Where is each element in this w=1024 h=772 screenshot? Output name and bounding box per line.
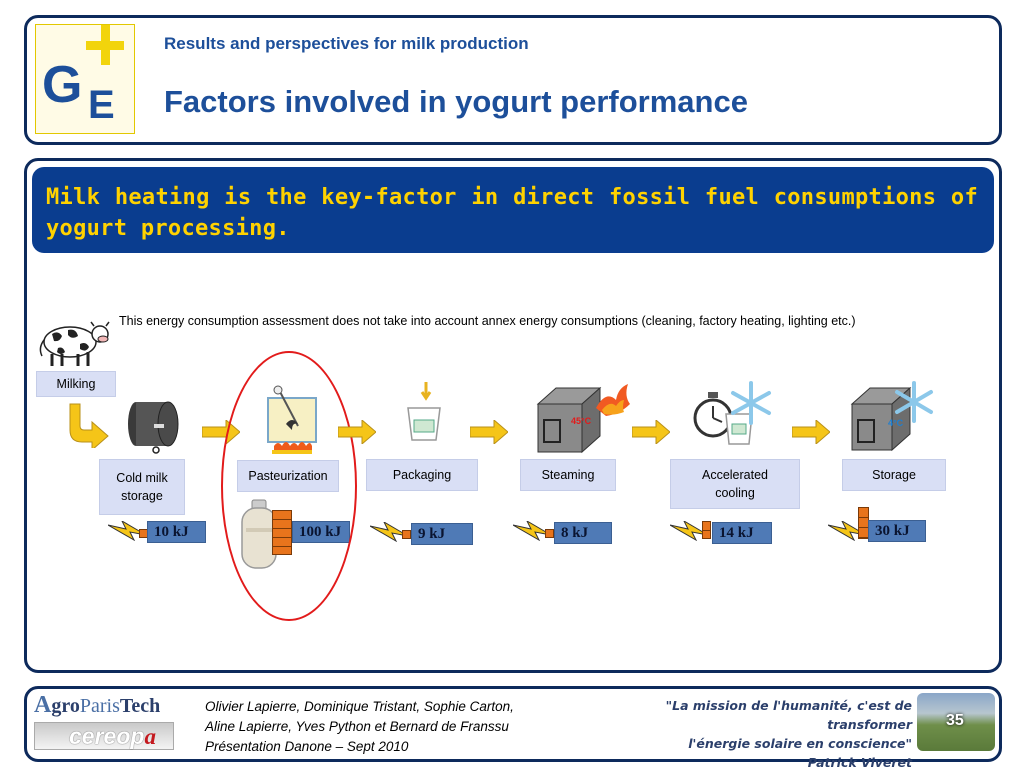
page-subtitle: Results and perspectives for milk produc… [164, 34, 529, 53]
energy-value-cold-storage: 10 kJ [147, 521, 206, 543]
milk-tank-icon [128, 401, 179, 454]
aerial-photo [917, 693, 995, 751]
steam-chamber-icon [536, 384, 630, 454]
flow-arrow-icon [69, 403, 109, 448]
page-number: 35 [946, 712, 964, 729]
agroparistech-logo: AgroParisTech [34, 692, 161, 718]
flow-arrow-icon [470, 420, 508, 444]
flow-arrow-icon [792, 420, 830, 444]
step-label-milking: Milking [36, 371, 116, 397]
step-label-accelerated-cooling: Accelerated cooling [670, 459, 800, 509]
step-label-packaging: Packaging [366, 459, 478, 491]
key-message-banner: Milk heating is the key-factor in direct… [32, 167, 994, 253]
yogurt-cup-icon [725, 413, 753, 445]
storage-temperature: 4°C [888, 418, 904, 428]
assessment-note: This energy consumption assessment does … [119, 314, 856, 328]
snowflake-icon [731, 381, 771, 425]
steaming-temperature: 45°C [571, 416, 592, 426]
cow-icon [39, 321, 110, 366]
key-message: Milk heating is the key-factor in direct… [46, 185, 978, 241]
energy-value-packaging: 9 kJ [411, 523, 473, 545]
energy-value-steaming: 8 kJ [554, 522, 612, 544]
step-label-cold-milk-storage: Cold milk storage [99, 459, 185, 515]
cold-chamber-icon [850, 386, 912, 452]
step-label-storage: Storage [842, 459, 946, 491]
flow-arrow-icon [632, 420, 670, 444]
footer-panel [24, 686, 1002, 762]
page-title: Factors involved in yogurt performance [164, 84, 748, 119]
flow-arrow-icon [338, 420, 376, 444]
step-label-steaming: Steaming [520, 459, 616, 491]
pasteurization-highlight [221, 351, 357, 621]
header-panel [24, 15, 1002, 145]
cereopa-logo: cereopa [34, 722, 174, 750]
energy-value-accelerated-cooling: 14 kJ [712, 522, 772, 544]
authors: Olivier Lapierre, Dominique Tristant, So… [205, 699, 514, 754]
snowflake-icon [895, 381, 933, 423]
yogurt-cup-icon [407, 382, 441, 441]
energy-value-storage: 30 kJ [868, 520, 926, 542]
brick-stack-icon [545, 529, 554, 538]
brick-stack-icon [402, 530, 411, 539]
quote: "La mission de l'humanité, c'est de tran… [665, 698, 912, 770]
brick-stack-icon [702, 521, 711, 539]
